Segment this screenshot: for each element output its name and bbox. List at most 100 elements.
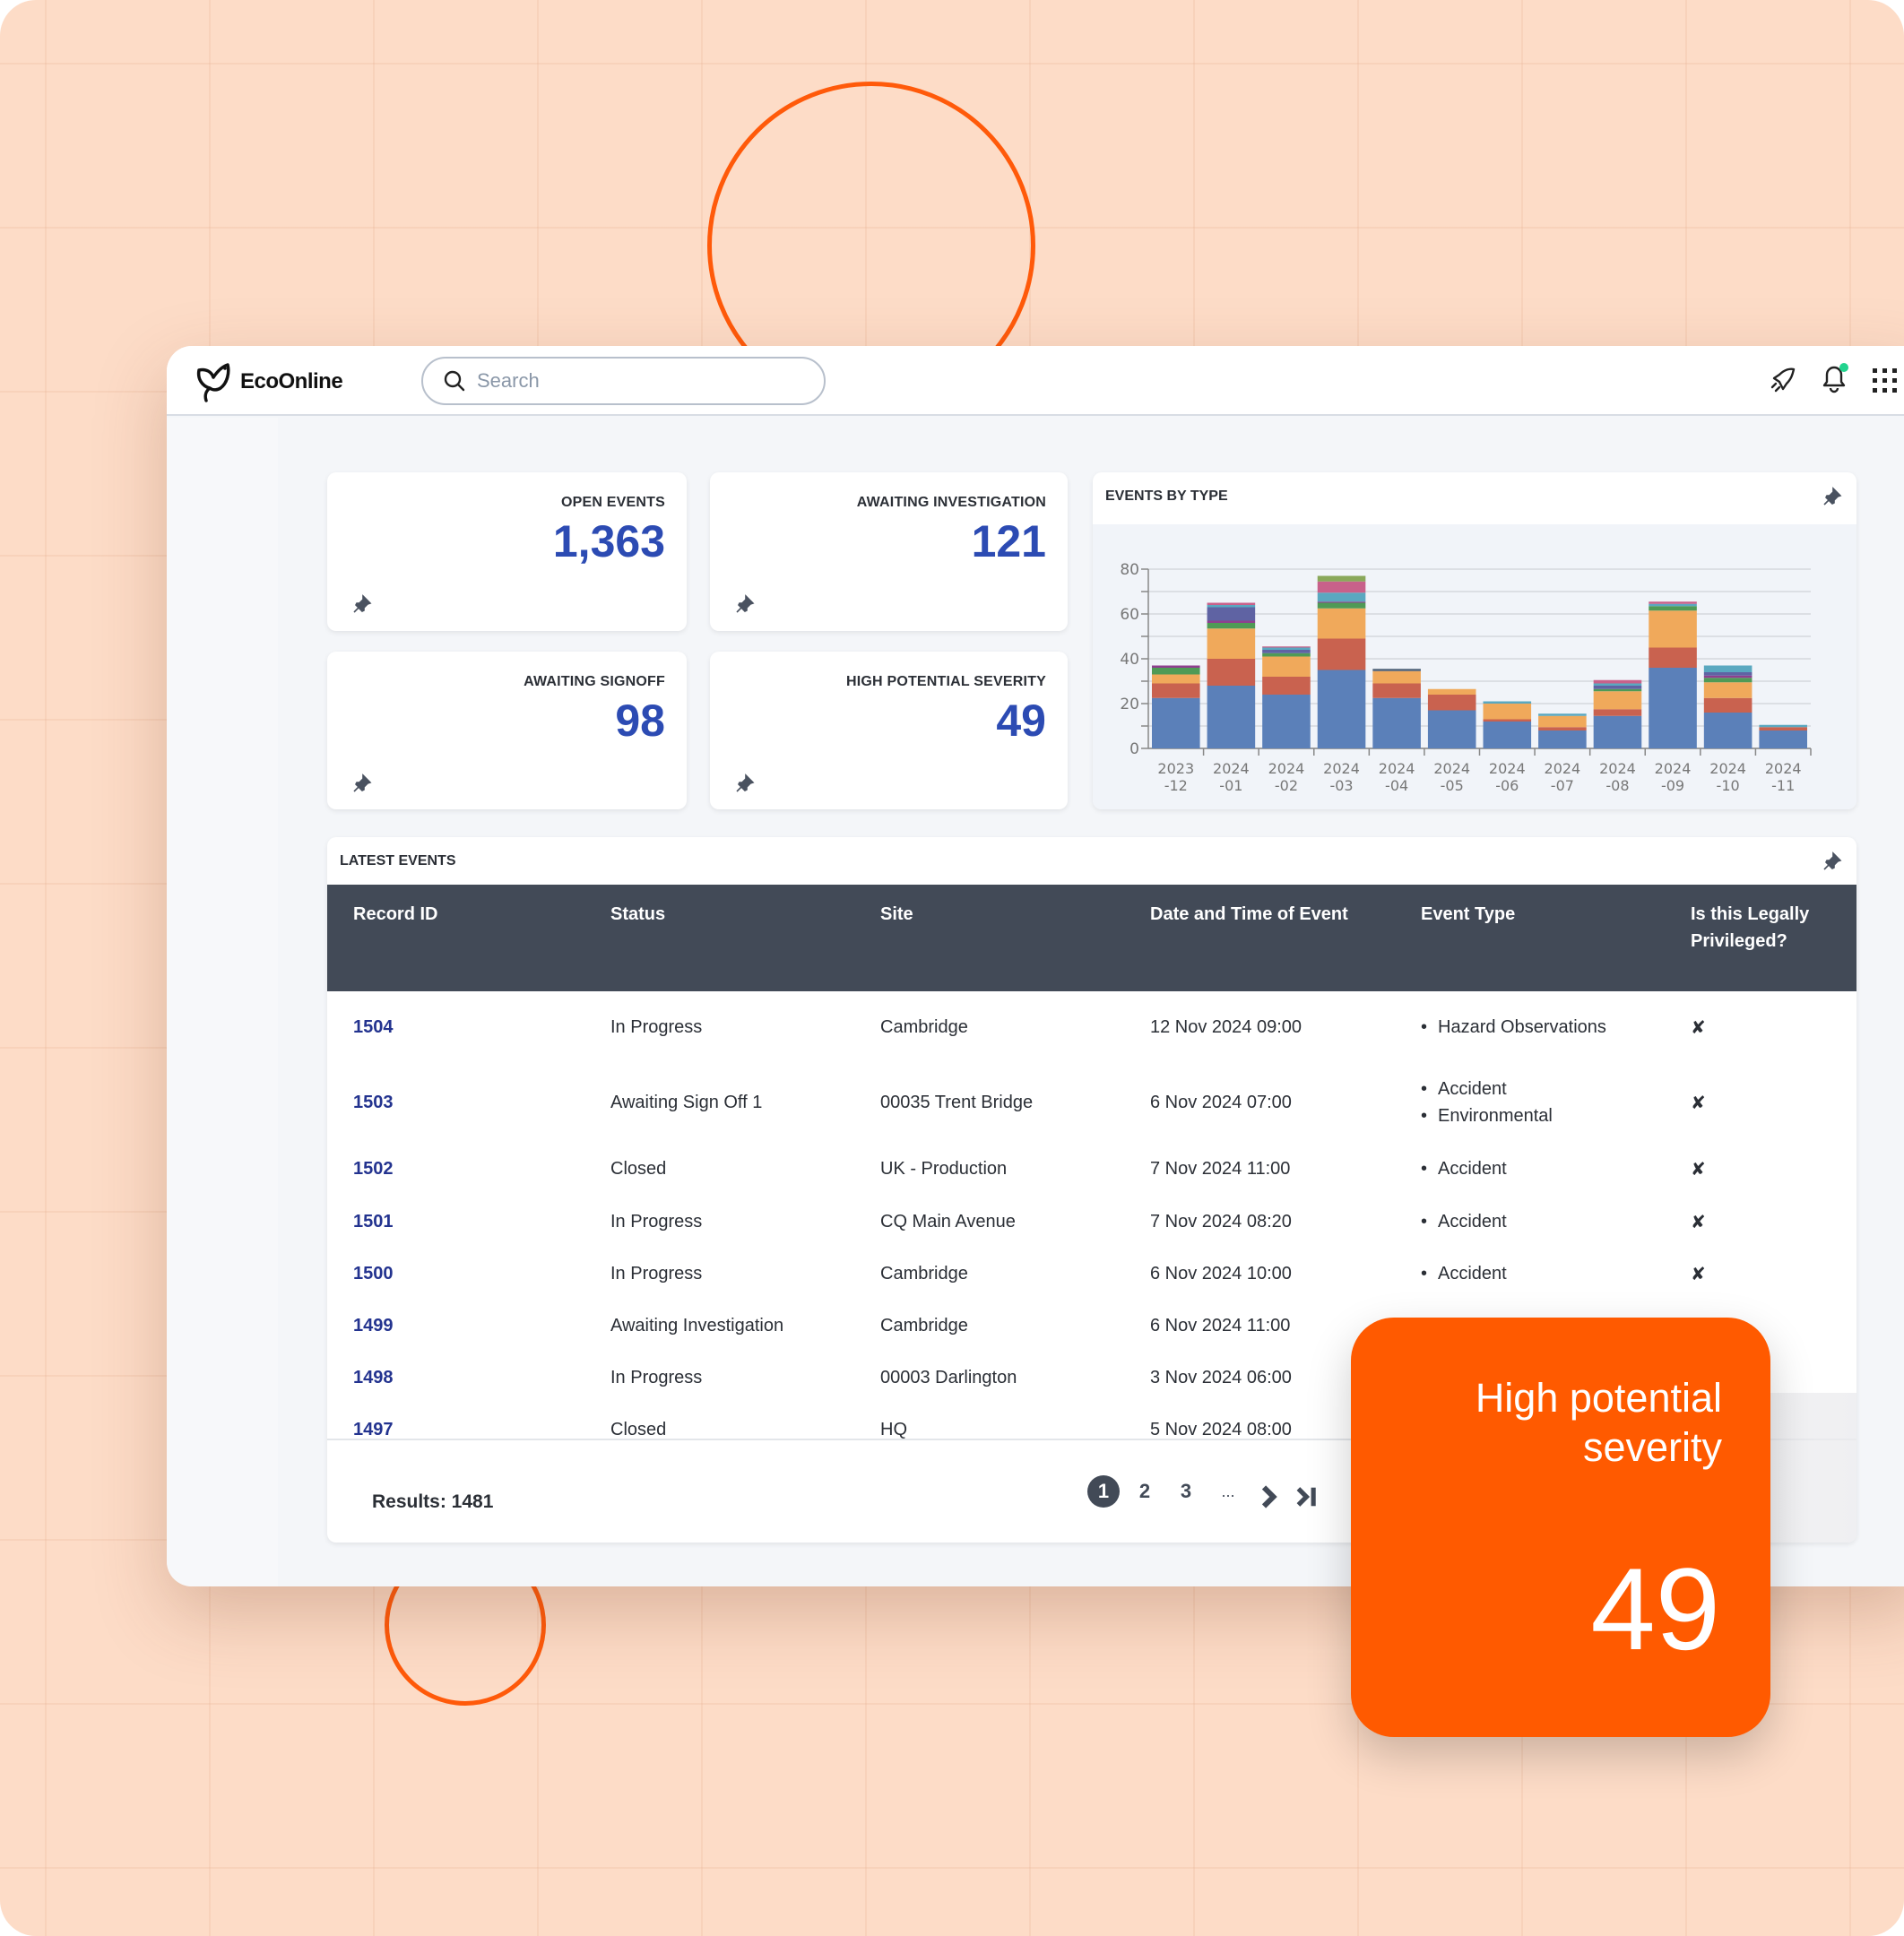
- bar-segment: [1703, 678, 1753, 683]
- pin-icon[interactable]: [1822, 487, 1842, 506]
- site-cell: Cambridge: [880, 1016, 968, 1037]
- bar-segment: [1152, 668, 1200, 675]
- site-cell: Cambridge: [880, 1263, 968, 1283]
- site-cell: CQ Main Avenue: [880, 1211, 1016, 1232]
- pin-icon[interactable]: [735, 594, 755, 614]
- x-tick-label: 2024: [1489, 760, 1526, 777]
- date-cell: 6 Nov 2024 11:00: [1150, 1315, 1291, 1335]
- table-row[interactable]: 1498 In Progress 00003 Darlington 3 Nov …: [327, 1352, 1856, 1404]
- record-id-cell: 1500: [327, 1248, 584, 1300]
- brand-name: EcoOnline: [240, 369, 343, 393]
- status-cell: Awaiting Investigation: [610, 1315, 784, 1335]
- column-header[interactable]: Site: [854, 885, 1124, 991]
- bar-segment: [1703, 697, 1753, 713]
- y-tick-label: 0: [1129, 740, 1139, 758]
- pin-icon[interactable]: [735, 774, 755, 793]
- last-page-icon[interactable]: [1293, 1481, 1325, 1513]
- record-id-cell: 1501: [327, 1196, 584, 1248]
- record-id-link[interactable]: 1500: [353, 1263, 394, 1283]
- bar-segment: [1538, 715, 1587, 728]
- bar-segment: [1317, 581, 1366, 593]
- record-id-link[interactable]: 1503: [353, 1092, 394, 1112]
- x-tick-label: 2024: [1323, 760, 1360, 777]
- next-page-icon[interactable]: [1253, 1481, 1285, 1513]
- bell-icon[interactable]: [1817, 360, 1853, 396]
- table-row[interactable]: 1504 In Progress Cambridge 12 Nov 2024 0…: [327, 991, 1856, 1063]
- events-by-type-chart: 0204060802023-122024-012024-022024-03202…: [1093, 524, 1856, 809]
- column-header[interactable]: Status: [584, 885, 854, 991]
- x-tick-label: -05: [1441, 777, 1464, 794]
- kpi-awaiting-signoff[interactable]: AWAITING SIGNOFF 98: [327, 652, 687, 809]
- site-cell: 00003 Darlington: [880, 1367, 1017, 1387]
- bar-segment: [1649, 606, 1697, 611]
- kpi-awaiting-investigation[interactable]: AWAITING INVESTIGATION 121: [710, 472, 1068, 631]
- record-id-link[interactable]: 1502: [353, 1158, 394, 1179]
- record-id-cell: 1503: [327, 1063, 584, 1142]
- bar-segment: [1207, 659, 1256, 686]
- table-row[interactable]: 1500 In Progress Cambridge 6 Nov 2024 10…: [327, 1248, 1856, 1300]
- bar-segment: [1538, 713, 1587, 716]
- logo[interactable]: EcoOnline: [195, 359, 343, 404]
- kpi-open-events[interactable]: OPEN EVENTS 1,363: [327, 472, 687, 631]
- column-header[interactable]: Date and Time of Event: [1124, 885, 1395, 991]
- date-cell: 7 Nov 2024 08:20: [1150, 1211, 1292, 1232]
- record-id-link[interactable]: 1501: [353, 1211, 394, 1232]
- x-tick-label: 2024: [1545, 760, 1581, 777]
- bar-segment: [1317, 638, 1366, 670]
- bar-segment: [1593, 715, 1642, 748]
- bar-segment: [1759, 727, 1807, 730]
- record-id-link[interactable]: 1497: [353, 1419, 394, 1439]
- table-row[interactable]: 1497 Closed HQ 5 Nov 2024 08:00: [327, 1404, 1856, 1456]
- table-row[interactable]: 1503 Awaiting Sign Off 1 00035 Trent Bri…: [327, 1063, 1856, 1142]
- search-box[interactable]: [421, 357, 826, 405]
- record-id-link[interactable]: 1504: [353, 1016, 394, 1037]
- x-tick-label: -02: [1275, 777, 1298, 794]
- bar-segment: [1483, 722, 1532, 748]
- bar-segment: [1317, 670, 1366, 748]
- x-tick-label: 2024: [1433, 760, 1470, 777]
- privileged-cell: ✘: [1691, 1264, 1706, 1284]
- event-type-item: Environmental: [1421, 1102, 1665, 1129]
- bar-segment: [1427, 688, 1476, 695]
- record-id-cell: 1499: [327, 1300, 584, 1352]
- event-type-item: Hazard Observations: [1421, 1014, 1665, 1041]
- bar-segment: [1262, 650, 1311, 653]
- apps-grid-icon[interactable]: [1872, 367, 1899, 394]
- search-input[interactable]: [477, 369, 800, 393]
- x-tick-label: 2024: [1709, 760, 1746, 777]
- privileged-cell: ✘: [1691, 1093, 1706, 1113]
- date-cell: 12 Nov 2024 09:00: [1150, 1016, 1303, 1037]
- site-cell: Cambridge: [880, 1315, 968, 1335]
- pin-icon[interactable]: [1822, 851, 1842, 871]
- page-1-button[interactable]: 1: [1087, 1475, 1120, 1508]
- rocket-icon[interactable]: [1767, 366, 1797, 396]
- column-header[interactable]: Record ID: [327, 885, 584, 991]
- record-id-link[interactable]: 1498: [353, 1367, 394, 1387]
- table-row[interactable]: 1502 Closed UK - Production 7 Nov 2024 1…: [327, 1142, 1856, 1196]
- column-header[interactable]: Is this Legally Privileged?: [1665, 885, 1856, 991]
- event-type-cell: Hazard Observations: [1395, 991, 1665, 1063]
- pin-icon[interactable]: [352, 594, 372, 614]
- pin-icon[interactable]: [352, 774, 372, 793]
- bar-segment: [1207, 605, 1256, 608]
- bar-segment: [1372, 697, 1421, 748]
- event-type-item: Accident: [1421, 1208, 1665, 1235]
- results-count: Results: 1481: [372, 1491, 494, 1512]
- record-id-link[interactable]: 1499: [353, 1315, 394, 1335]
- bar-segment: [1593, 686, 1642, 689]
- x-tick-label: 2023: [1157, 760, 1194, 777]
- status-cell: In Progress: [610, 1367, 703, 1387]
- bar-segment: [1593, 709, 1642, 716]
- x-tick-label: -06: [1495, 777, 1519, 794]
- page-2-button[interactable]: 2: [1138, 1480, 1151, 1502]
- table-row[interactable]: 1501 In Progress CQ Main Avenue 7 Nov 20…: [327, 1196, 1856, 1248]
- page-3-button[interactable]: 3: [1180, 1480, 1192, 1502]
- kpi-high-potential-severity[interactable]: HIGH POTENTIAL SEVERITY 49: [710, 652, 1068, 809]
- bar-segment: [1262, 677, 1311, 695]
- bar-segment: [1483, 704, 1532, 720]
- date-cell: 3 Nov 2024 06:00: [1150, 1367, 1292, 1387]
- status-cell: Awaiting Sign Off 1: [610, 1092, 763, 1112]
- column-header[interactable]: Event Type: [1395, 885, 1665, 991]
- date-cell: 6 Nov 2024 10:00: [1150, 1263, 1292, 1283]
- latest-events-card: LATEST EVENTS Record ID Status Site Date an…: [327, 837, 1856, 1543]
